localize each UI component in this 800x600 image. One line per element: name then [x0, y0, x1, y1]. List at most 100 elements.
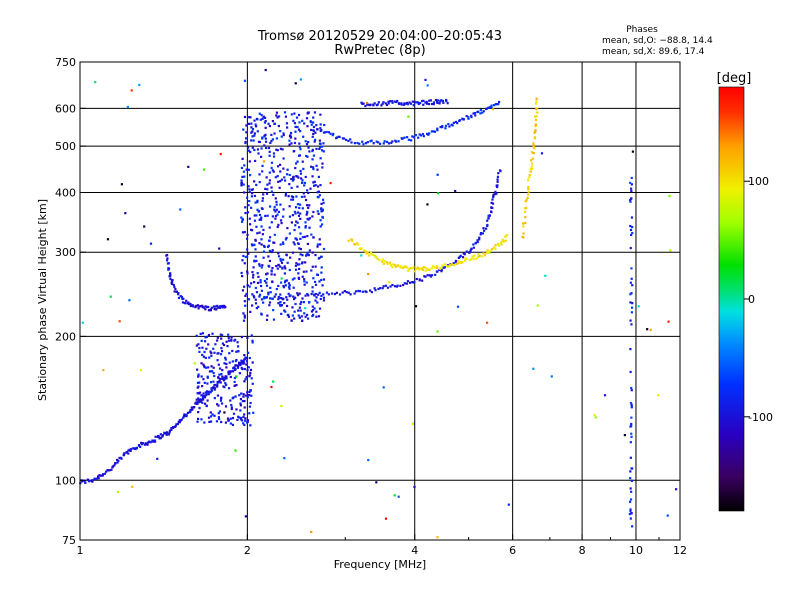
data-point [445, 98, 448, 102]
data-point [268, 124, 271, 128]
data-point [273, 273, 276, 276]
data-point [413, 100, 416, 104]
data-point [491, 202, 495, 205]
data-point [369, 103, 372, 106]
data-point [373, 287, 376, 290]
data-point [307, 191, 310, 195]
data-point [224, 377, 227, 380]
data-point [279, 293, 282, 296]
data-point [267, 146, 271, 150]
data-point [414, 305, 418, 308]
data-point [294, 137, 297, 140]
data-point [534, 102, 538, 105]
data-point [208, 420, 211, 424]
data-point [255, 291, 259, 294]
data-point [533, 131, 536, 134]
data-point [304, 175, 307, 179]
data-point [218, 373, 221, 376]
phases-title: Phases [626, 25, 658, 35]
data-point [321, 209, 324, 212]
data-point [259, 118, 262, 121]
data-point [274, 176, 277, 179]
data-point [247, 252, 250, 255]
data-point [495, 192, 498, 195]
data-point [223, 304, 226, 308]
data-point [270, 161, 274, 164]
data-point [233, 376, 237, 380]
data-point [629, 347, 632, 351]
data-point [240, 416, 243, 420]
data-point [335, 291, 338, 294]
data-point [168, 429, 172, 432]
data-point [243, 367, 246, 371]
data-point [287, 282, 291, 285]
data-point [331, 134, 334, 137]
data-point [252, 273, 255, 277]
y-tick-label: 75 [62, 534, 76, 547]
data-point [278, 186, 281, 189]
data-point [313, 280, 317, 284]
data-point [218, 306, 221, 309]
data-point [450, 263, 454, 266]
data-point [372, 253, 375, 257]
data-point [294, 302, 297, 306]
data-point [497, 100, 501, 104]
data-point [502, 240, 506, 243]
data-point [248, 285, 251, 288]
data-point [284, 279, 287, 282]
data-point [173, 290, 176, 293]
data-point [279, 300, 282, 304]
data-point [315, 164, 318, 167]
data-point [120, 183, 124, 186]
data-point [301, 179, 304, 182]
data-point [319, 183, 322, 187]
data-point [452, 263, 455, 267]
data-point [279, 219, 283, 222]
data-point [268, 236, 272, 239]
data-point [167, 268, 170, 271]
data-point [296, 185, 299, 188]
data-point [317, 175, 320, 178]
data-point [207, 305, 210, 309]
data-point [244, 304, 247, 307]
data-point [629, 441, 632, 444]
data-point [302, 167, 305, 170]
data-point [264, 137, 267, 140]
data-point [465, 257, 468, 260]
data-point [507, 503, 510, 506]
data-point [267, 122, 270, 125]
data-point [429, 99, 433, 102]
data-point [392, 263, 395, 266]
data-point [279, 303, 282, 306]
data-point [243, 399, 246, 403]
x-tick-label: 1 [77, 544, 84, 557]
data-point [119, 456, 123, 460]
data-point [265, 281, 268, 284]
data-point [244, 356, 248, 360]
data-point [246, 369, 249, 372]
data-point [260, 289, 264, 292]
data-point [497, 103, 500, 106]
data-point [201, 401, 204, 404]
data-point [438, 102, 441, 105]
data-point [149, 441, 152, 444]
data-point [323, 131, 326, 134]
data-point [350, 141, 353, 144]
data-point [377, 101, 380, 104]
data-point [158, 435, 161, 438]
data-point [220, 402, 224, 405]
data-point [244, 206, 247, 209]
data-point [303, 195, 306, 198]
data-point [335, 136, 339, 139]
data-point [534, 129, 537, 132]
data-point [316, 273, 319, 276]
data-point [268, 154, 271, 157]
data-point [301, 207, 304, 210]
data-point [316, 128, 319, 131]
data-point [376, 103, 379, 106]
data-point [494, 244, 497, 247]
data-point [408, 101, 411, 104]
data-point [250, 195, 253, 198]
data-point [240, 220, 244, 223]
data-point [230, 407, 233, 411]
